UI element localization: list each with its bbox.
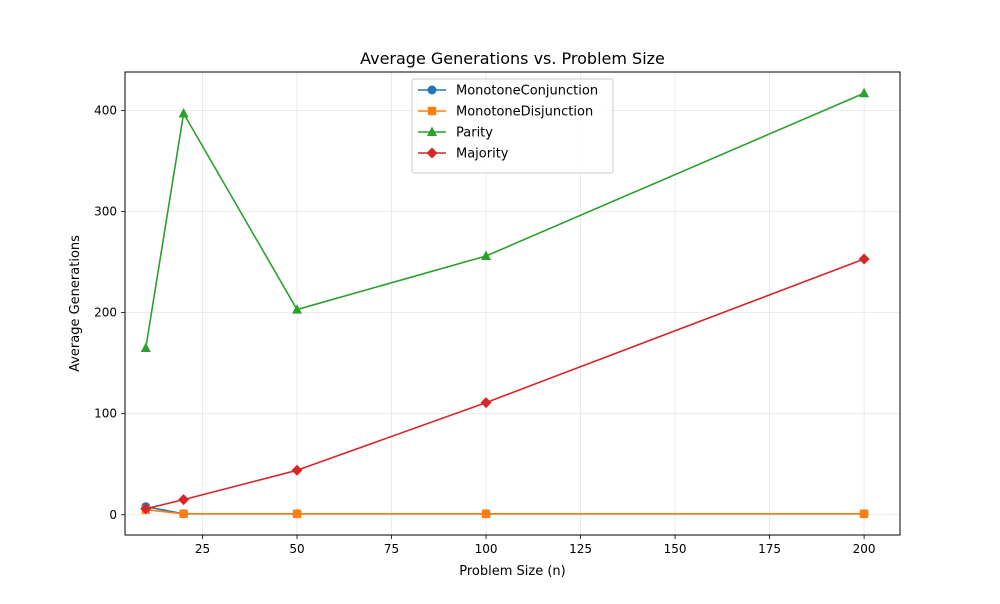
legend-item: Majority	[418, 147, 509, 162]
legend-marker	[427, 126, 437, 136]
legend-label: MonotoneDisjunction	[456, 105, 593, 120]
x-tick-label: 75	[384, 542, 399, 556]
x-tick-label: 200	[853, 542, 876, 556]
x-tick-label: 50	[289, 542, 304, 556]
y-tick-label: 200	[94, 306, 117, 320]
data-point	[292, 509, 302, 518]
series-parity	[140, 87, 870, 352]
x-tick-label: 100	[475, 542, 498, 556]
y-tick-label: 0	[109, 508, 117, 522]
legend-item: MonotoneDisjunction	[418, 105, 593, 120]
legend-box	[411, 78, 614, 174]
legend-label: MonotoneConjunction	[456, 84, 598, 99]
data-point	[178, 494, 190, 506]
y-tick-label: 100	[94, 407, 117, 421]
x-tick-label: 125	[569, 542, 592, 556]
legend-item: Parity	[418, 126, 493, 141]
legend-label: Majority	[456, 147, 509, 162]
data-point	[859, 87, 870, 98]
legend-marker	[427, 85, 437, 95]
legend-label: Parity	[456, 126, 493, 141]
legend: MonotoneConjunction MonotoneDisjunction Pa…	[411, 78, 614, 174]
x-tick-label: 175	[758, 542, 781, 556]
x-tick-label: 150	[664, 542, 687, 556]
data-point	[140, 503, 152, 515]
data-point	[481, 250, 492, 260]
data-point	[291, 464, 303, 476]
data-point	[140, 342, 151, 352]
series-majority	[140, 253, 870, 515]
data-point	[292, 304, 303, 314]
data-point	[178, 107, 189, 118]
x-tick-label: 25	[195, 542, 210, 556]
series-layer	[140, 87, 870, 519]
legend-marker	[426, 147, 438, 159]
data-point	[858, 253, 870, 265]
chart-title: Average Generations vs. Problem Size	[360, 49, 665, 68]
grid-layer	[125, 72, 900, 535]
data-point	[480, 397, 492, 409]
plot-frame	[124, 71, 901, 536]
y-axis-label: Average Generations	[68, 235, 83, 372]
tick-layer: 25 50 75 100 125 150 175 200 0 100 200 300 400	[94, 103, 875, 556]
y-tick-label: 400	[94, 103, 117, 117]
data-point	[179, 509, 188, 518]
legend-item: MonotoneConjunction	[418, 84, 598, 99]
data-point	[859, 509, 869, 518]
y-tick-label: 300	[94, 205, 117, 219]
data-point	[481, 509, 491, 518]
legend-marker	[427, 106, 437, 116]
x-axis-label: Problem Size (n)	[459, 564, 565, 579]
